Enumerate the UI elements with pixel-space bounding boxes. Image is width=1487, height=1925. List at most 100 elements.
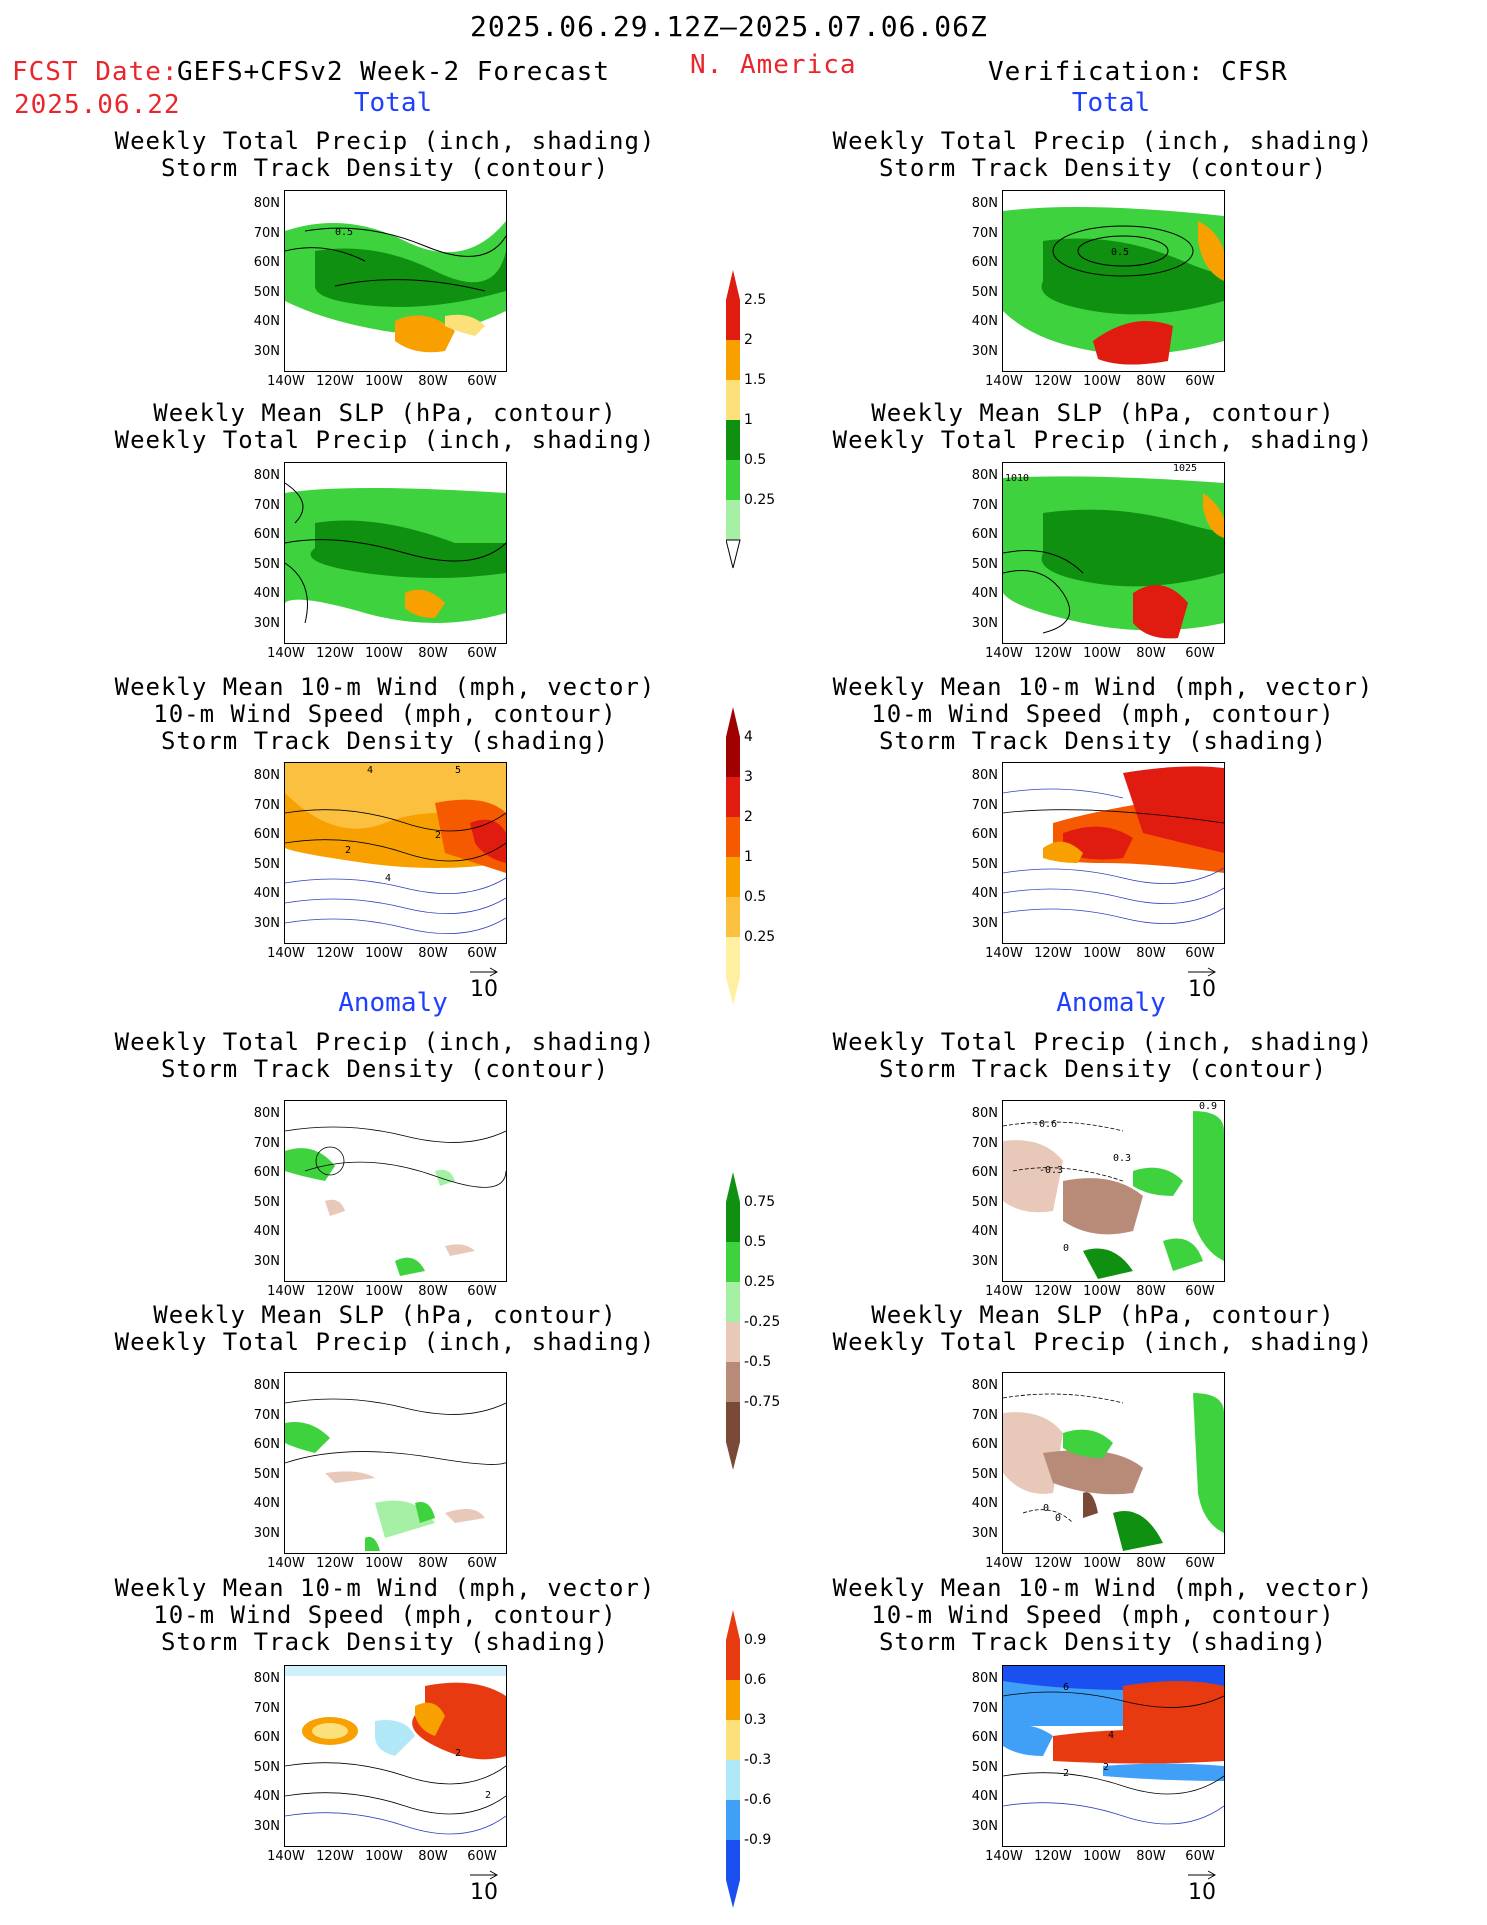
colorbar-segment xyxy=(726,1402,740,1442)
title-fcst-slp-anom: Weekly Mean SLP (hPa, contour) Weekly To… xyxy=(114,1301,656,1356)
colorbar-segment xyxy=(726,1760,740,1800)
colorbar-label: 2 xyxy=(744,332,753,348)
colorbar-label: -0.5 xyxy=(744,1354,772,1370)
colorbar-segment xyxy=(726,1202,740,1242)
arrow-right-icon xyxy=(1188,1870,1217,1880)
lat-tick-label: 30N xyxy=(971,343,998,359)
title-ver-wind-total: Weekly Mean 10-m Wind (mph, vector) 10-m… xyxy=(832,673,1374,755)
colorbar-segment xyxy=(726,1322,740,1362)
section-total-left: Total xyxy=(353,88,433,118)
lon-tick-label: 80W xyxy=(418,646,448,661)
contour-label: 5 xyxy=(455,765,461,776)
lat-tick-label: 60N xyxy=(971,1437,998,1452)
lat-tick-label: 40N xyxy=(253,314,280,329)
lon-tick-label: 120W xyxy=(316,374,354,389)
colorbar-cap xyxy=(726,270,740,300)
lon-tick-label: 100W xyxy=(365,374,403,389)
lon-tick-label: 60W xyxy=(467,374,497,389)
lon-tick-label: 140W xyxy=(985,1556,1023,1571)
lat-tick-label: 30N xyxy=(971,1818,998,1834)
lat-tick-label: 70N xyxy=(971,1135,998,1151)
lat-tick-label: 80N xyxy=(253,1378,280,1393)
lon-tick-label: 100W xyxy=(1083,1849,1121,1864)
contour-label: 6 xyxy=(1063,1682,1069,1693)
colorbar-label: 0.5 xyxy=(744,452,767,468)
lon-tick-label: 140W xyxy=(985,946,1023,961)
colorbar-cap xyxy=(726,1610,740,1640)
region-title: N. America xyxy=(690,50,857,80)
colorbar-label: 0.6 xyxy=(744,1672,767,1688)
lon-tick-label: 100W xyxy=(365,646,403,661)
colorbar-label: -0.3 xyxy=(744,1752,772,1768)
colorbar-cap xyxy=(726,1442,740,1470)
lat-tick-label: 40N xyxy=(971,314,998,329)
map-fcst-slp-anom xyxy=(284,1372,507,1554)
colorbar-label: -0.75 xyxy=(744,1394,781,1410)
contour-label: 2 xyxy=(1063,1768,1069,1779)
colorbar-label: 1 xyxy=(744,412,753,428)
colorbar-segment xyxy=(726,857,740,897)
lon-tick-label: 100W xyxy=(1083,946,1121,961)
colorbar-segment xyxy=(726,500,740,540)
colorbar-segment xyxy=(726,340,740,380)
map-fcst-precip-anom xyxy=(284,1100,507,1282)
colorbar-label: 0.25 xyxy=(744,929,776,945)
lat-tick-label: 30N xyxy=(971,1525,998,1541)
lat-tick-label: 50N xyxy=(971,1194,998,1210)
colorbar-segment xyxy=(726,1282,740,1322)
lat-tick-label: 30N xyxy=(253,1818,280,1834)
lon-tick-label: 80W xyxy=(1136,374,1166,389)
contour-label: 0.3 xyxy=(1113,1153,1131,1164)
date-range-title: 2025.06.29.12Z—2025.07.06.06Z xyxy=(470,10,988,43)
lon-tick-label: 80W xyxy=(418,1849,448,1864)
section-anomaly-left: Anomaly xyxy=(338,988,448,1018)
lat-tick-label: 50N xyxy=(253,1194,280,1210)
lon-tick-label: 100W xyxy=(1083,646,1121,661)
colorbar-label: 0.25 xyxy=(744,492,776,508)
title-fcst-wind-anom: Weekly Mean 10-m Wind (mph, vector) 10-m… xyxy=(114,1574,656,1656)
arrow-right-icon xyxy=(470,1870,499,1880)
lon-tick-label: 140W xyxy=(267,1556,305,1571)
lat-tick-label: 80N xyxy=(971,1106,998,1121)
lon-tick-label: 120W xyxy=(316,1556,354,1571)
lon-tick-label: 140W xyxy=(985,1849,1023,1864)
colorbar-segment xyxy=(726,1640,740,1680)
lon-tick-label: 120W xyxy=(1034,646,1072,661)
colorbar-segment xyxy=(726,1840,740,1880)
lat-tick-label: 50N xyxy=(971,556,998,572)
colorbar-label: 0.75 xyxy=(744,1194,776,1210)
lat-tick-label: 70N xyxy=(971,1700,998,1716)
lat-tick-label: 50N xyxy=(971,284,998,300)
map-fcst-precip-total: 0.5 xyxy=(284,190,507,372)
colorbar-segment xyxy=(726,777,740,817)
vector-ref-fcst-anom: 10 xyxy=(470,1870,500,1905)
contour-label: 2 xyxy=(435,830,441,841)
lon-tick-label: 140W xyxy=(267,1849,305,1864)
contour-label: 2 xyxy=(455,1748,461,1759)
lat-tick-label: 70N xyxy=(971,225,998,241)
contour-label: 4 xyxy=(367,765,373,776)
title-fcst-slp-total: Weekly Mean SLP (hPa, contour) Weekly To… xyxy=(114,399,656,454)
lat-tick-label: 50N xyxy=(253,1466,280,1482)
lat-tick-label: 40N xyxy=(971,1224,998,1239)
map-fcst-wind-total: 4 5 2 2 4 xyxy=(284,762,507,944)
lon-tick-label: 80W xyxy=(1136,946,1166,961)
lon-tick-label: 120W xyxy=(1034,946,1072,961)
colorbar-label: 0.5 xyxy=(744,889,767,905)
lat-tick-label: 50N xyxy=(253,284,280,300)
lat-tick-label: 30N xyxy=(253,343,280,359)
vector-ref-ver-anom: 10 xyxy=(1188,1870,1218,1905)
lon-tick-label: 60W xyxy=(1185,1849,1215,1864)
lat-tick-label: 50N xyxy=(253,556,280,572)
lon-tick-label: 120W xyxy=(316,946,354,961)
map-ver-wind-total xyxy=(1002,762,1225,944)
colorbar-segment xyxy=(726,460,740,500)
lat-tick-label: 60N xyxy=(971,255,998,270)
lat-tick-label: 50N xyxy=(971,1466,998,1482)
lat-tick-label: 40N xyxy=(971,586,998,601)
arrow-right-icon xyxy=(470,967,499,977)
lon-tick-label: 60W xyxy=(1185,646,1215,661)
lat-tick-label: 50N xyxy=(971,1759,998,1775)
lat-tick-label: 80N xyxy=(971,1378,998,1393)
colorbar-label: 0.5 xyxy=(744,1234,767,1250)
